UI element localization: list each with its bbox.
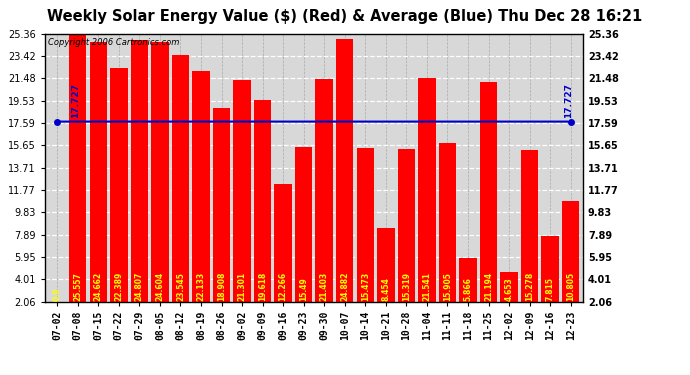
- Text: 12.266: 12.266: [279, 272, 288, 301]
- Bar: [130, 40, 148, 302]
- Bar: [315, 79, 333, 302]
- Text: 17.727: 17.727: [71, 83, 80, 118]
- Text: 15.905: 15.905: [443, 272, 452, 301]
- Text: 7.815: 7.815: [546, 277, 555, 301]
- Text: 15.473: 15.473: [361, 272, 370, 301]
- Text: 24.662: 24.662: [94, 272, 103, 301]
- Text: 24.807: 24.807: [135, 272, 144, 301]
- Text: 21.194: 21.194: [484, 272, 493, 301]
- Bar: [521, 150, 538, 302]
- Bar: [151, 42, 168, 302]
- Bar: [69, 32, 86, 302]
- Bar: [233, 81, 250, 302]
- Text: 0.0: 0.0: [52, 288, 61, 301]
- Bar: [172, 55, 189, 302]
- Text: Copyright 2006 Cartronics.com: Copyright 2006 Cartronics.com: [48, 38, 179, 47]
- Bar: [418, 78, 435, 302]
- Text: 5.866: 5.866: [464, 278, 473, 301]
- Text: 22.389: 22.389: [115, 272, 124, 301]
- Bar: [295, 147, 313, 302]
- Bar: [357, 147, 374, 302]
- Bar: [480, 82, 497, 302]
- Text: 10.805: 10.805: [566, 272, 575, 301]
- Text: 15.49: 15.49: [299, 278, 308, 301]
- Text: 21.301: 21.301: [237, 272, 246, 301]
- Bar: [275, 184, 292, 302]
- Bar: [397, 149, 415, 302]
- Text: 23.545: 23.545: [176, 272, 185, 301]
- Bar: [542, 236, 559, 302]
- Text: 19.618: 19.618: [258, 272, 267, 301]
- Bar: [90, 42, 107, 302]
- Text: 24.882: 24.882: [340, 272, 349, 301]
- Text: 21.403: 21.403: [319, 272, 328, 301]
- Bar: [193, 71, 210, 302]
- Text: 17.727: 17.727: [564, 83, 573, 118]
- Bar: [213, 108, 230, 302]
- Text: 21.541: 21.541: [422, 272, 431, 301]
- Bar: [336, 39, 353, 302]
- Text: 22.133: 22.133: [197, 272, 206, 301]
- Bar: [254, 100, 271, 302]
- Bar: [500, 272, 518, 302]
- Bar: [110, 68, 128, 302]
- Text: 15.319: 15.319: [402, 272, 411, 301]
- Text: Weekly Solar Energy Value ($) (Red) & Average (Blue) Thu Dec 28 16:21: Weekly Solar Energy Value ($) (Red) & Av…: [48, 9, 642, 24]
- Text: 24.604: 24.604: [155, 272, 164, 301]
- Text: 25.557: 25.557: [73, 272, 82, 301]
- Bar: [439, 142, 456, 302]
- Bar: [377, 228, 395, 302]
- Text: 4.653: 4.653: [504, 278, 513, 301]
- Bar: [562, 201, 580, 302]
- Text: 8.454: 8.454: [382, 278, 391, 301]
- Bar: [460, 258, 477, 302]
- Text: 18.908: 18.908: [217, 272, 226, 301]
- Text: 15.278: 15.278: [525, 272, 534, 301]
